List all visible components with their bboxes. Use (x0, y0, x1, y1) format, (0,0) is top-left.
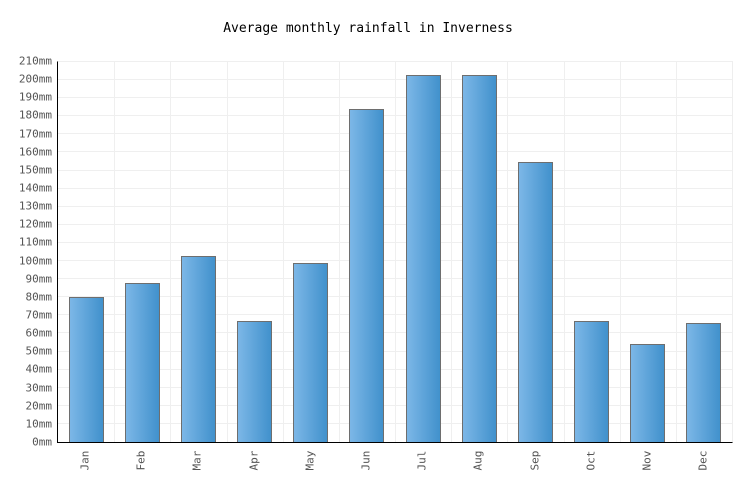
y-axis-label: 100mm (18, 254, 52, 268)
x-axis-label-jun: Jun (359, 450, 373, 471)
y-axis-label: 90mm (25, 272, 53, 286)
bar-jun[interactable] (349, 109, 385, 442)
x-gridline (675, 62, 677, 442)
x-axis-cell: Nov (619, 443, 675, 493)
x-axis-cell: Jun (338, 443, 394, 493)
y-axis-label: 140mm (18, 181, 52, 195)
x-gridline (451, 62, 453, 442)
x-gridline (282, 62, 284, 442)
bar-may[interactable] (293, 262, 329, 442)
x-axis: Jan Feb Mar Apr May Jun Jul Aug Sep Oct Nov Dec (57, 443, 731, 493)
y-axis-label: 180mm (18, 108, 52, 122)
y-axis-label: 210mm (18, 54, 52, 68)
bar-column-aug (451, 62, 507, 442)
x-axis-cell: Jul (394, 443, 450, 493)
bar-column-oct (564, 62, 620, 442)
bar-column-jun (339, 62, 395, 442)
y-axis-label: 170mm (18, 127, 52, 141)
y-axis-label: 110mm (18, 235, 52, 249)
x-axis-cell: Aug (450, 443, 506, 493)
bar-column-jan (58, 62, 114, 442)
bar-feb[interactable] (124, 282, 160, 442)
x-axis-cell: Jan (57, 443, 113, 493)
x-axis-cell: Apr (226, 443, 282, 493)
bar-nov[interactable] (630, 344, 666, 442)
bar-column-may (283, 62, 339, 442)
bar-sep[interactable] (517, 161, 553, 442)
x-axis-label-mar: Mar (190, 450, 204, 471)
y-axis: 0mm 10mm 20mm 30mm 40mm 50mm 60mm 70mm 80mm 90mm 1… (0, 55, 53, 449)
bar-mar[interactable] (180, 255, 216, 442)
x-axis-label-jan: Jan (78, 450, 92, 471)
bar-column-dec (676, 62, 732, 442)
y-axis-label: 20mm (25, 399, 53, 413)
y-axis-label: 190mm (18, 90, 52, 104)
y-axis-label: 200mm (18, 72, 52, 86)
x-axis-label-may: May (303, 450, 317, 471)
bars-layer (58, 62, 732, 442)
grid-layer (58, 61, 732, 442)
y-axis-label: 120mm (18, 217, 52, 231)
x-axis-label-jul: Jul (415, 450, 429, 471)
plot-area (57, 61, 733, 443)
bar-column-feb (114, 62, 170, 442)
y-gridline (58, 61, 732, 62)
x-axis-label-aug: Aug (471, 450, 485, 471)
x-gridline (395, 62, 396, 442)
y-axis-label: 10mm (25, 417, 53, 431)
x-axis-cell: Feb (113, 443, 169, 493)
y-axis-label: 50mm (25, 344, 53, 358)
x-gridline (226, 62, 228, 442)
x-axis-cell: May (282, 443, 338, 493)
chart-title: Average monthly rainfall in Inverness (223, 21, 513, 36)
y-axis-label: 70mm (25, 308, 53, 322)
x-axis-cell: Sep (506, 443, 562, 493)
y-axis-label: 60mm (25, 326, 53, 340)
x-axis-cell: Mar (169, 443, 225, 493)
x-axis-cell: Dec (675, 443, 731, 493)
y-axis-label: 80mm (25, 290, 53, 304)
bar-jan[interactable] (68, 297, 104, 442)
y-axis-label: 0mm (32, 435, 52, 449)
bar-apr[interactable] (237, 320, 273, 442)
bar-aug[interactable] (461, 74, 497, 442)
x-gridline (338, 62, 340, 442)
x-axis-label-apr: Apr (247, 450, 261, 471)
x-gridline (619, 62, 621, 442)
x-axis-label-dec: Dec (696, 450, 710, 471)
x-gridline (170, 62, 172, 442)
y-axis-label: 40mm (25, 362, 53, 376)
bar-column-sep (507, 62, 563, 442)
bar-column-nov (620, 62, 676, 442)
x-gridline (507, 62, 509, 442)
x-axis-label-oct: Oct (584, 450, 598, 471)
bar-column-jul (395, 62, 451, 442)
y-axis-label: 150mm (18, 163, 52, 177)
y-axis-label: 160mm (18, 145, 52, 159)
y-axis-label: 30mm (25, 381, 53, 395)
bar-dec[interactable] (686, 322, 722, 442)
x-axis-label-feb: Feb (134, 450, 148, 471)
x-axis-cell: Oct (563, 443, 619, 493)
x-axis-label-sep: Sep (527, 450, 541, 471)
x-gridline (114, 62, 116, 442)
y-axis-label: 130mm (18, 199, 52, 213)
bar-column-apr (227, 62, 283, 442)
bar-jul[interactable] (405, 74, 441, 442)
bar-column-mar (170, 62, 226, 442)
x-gridline (563, 62, 565, 442)
x-axis-label-nov: Nov (640, 450, 654, 471)
bar-oct[interactable] (574, 320, 610, 442)
